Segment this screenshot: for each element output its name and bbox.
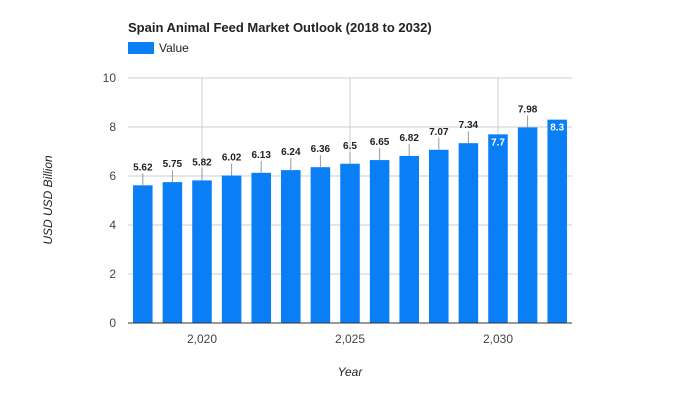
bar xyxy=(133,185,153,323)
data-label: 5.62 xyxy=(133,162,153,173)
data-label: 5.75 xyxy=(163,159,183,170)
data-label: 5.82 xyxy=(192,157,212,168)
bar xyxy=(340,163,360,323)
data-label: 6.65 xyxy=(370,137,390,148)
bars xyxy=(133,119,567,324)
bar xyxy=(429,149,449,323)
legend-label-value: Value xyxy=(159,41,189,55)
y-tick-label: 2 xyxy=(109,267,116,281)
legend: Value xyxy=(128,41,189,55)
bar xyxy=(162,182,183,323)
legend-swatch-value xyxy=(128,42,154,54)
bar xyxy=(458,143,479,323)
bar xyxy=(517,127,538,324)
x-tick-label: 2,030 xyxy=(483,332,513,346)
data-label: 6.02 xyxy=(222,153,242,164)
chart-title: Spain Animal Feed Market Outlook (2018 t… xyxy=(128,20,432,35)
data-label: 6.13 xyxy=(251,150,271,161)
x-axis: 2,020 2,025 2,030 xyxy=(128,322,572,346)
bar xyxy=(369,160,390,323)
data-label: 6.36 xyxy=(311,144,331,155)
data-label: 6.24 xyxy=(281,147,301,158)
bar xyxy=(399,155,419,323)
x-axis-title: Year xyxy=(338,365,364,379)
y-axis: 0 2 4 6 8 10 xyxy=(103,71,117,330)
data-label: 6.5 xyxy=(343,141,357,152)
y-axis-title: USD USD Billion xyxy=(41,155,55,245)
data-label: 7.34 xyxy=(459,120,479,131)
y-tick-label: 4 xyxy=(109,218,116,232)
data-label: 7.7 xyxy=(491,137,505,148)
data-label: 8.3 xyxy=(550,123,564,134)
y-tick-label: 6 xyxy=(109,169,116,183)
bar xyxy=(547,119,567,324)
y-tick-label: 0 xyxy=(109,316,116,330)
data-label: 7.07 xyxy=(429,127,449,138)
bar xyxy=(251,172,271,323)
x-tick-label: 2,025 xyxy=(335,332,365,346)
y-tick-label: 8 xyxy=(109,120,116,134)
bar xyxy=(310,167,331,323)
bar xyxy=(221,175,242,323)
bar xyxy=(192,180,212,323)
x-tick-label: 2,020 xyxy=(187,332,217,346)
data-label: 6.82 xyxy=(399,133,419,144)
bar xyxy=(281,170,301,323)
data-labels: 5.62 5.75 5.82 6.02 6.13 6.24 6.36 6.5 6.65 6.82 7… xyxy=(133,104,565,186)
y-tick-label: 10 xyxy=(103,71,117,85)
data-label: 7.98 xyxy=(518,104,538,115)
bar xyxy=(488,134,508,323)
